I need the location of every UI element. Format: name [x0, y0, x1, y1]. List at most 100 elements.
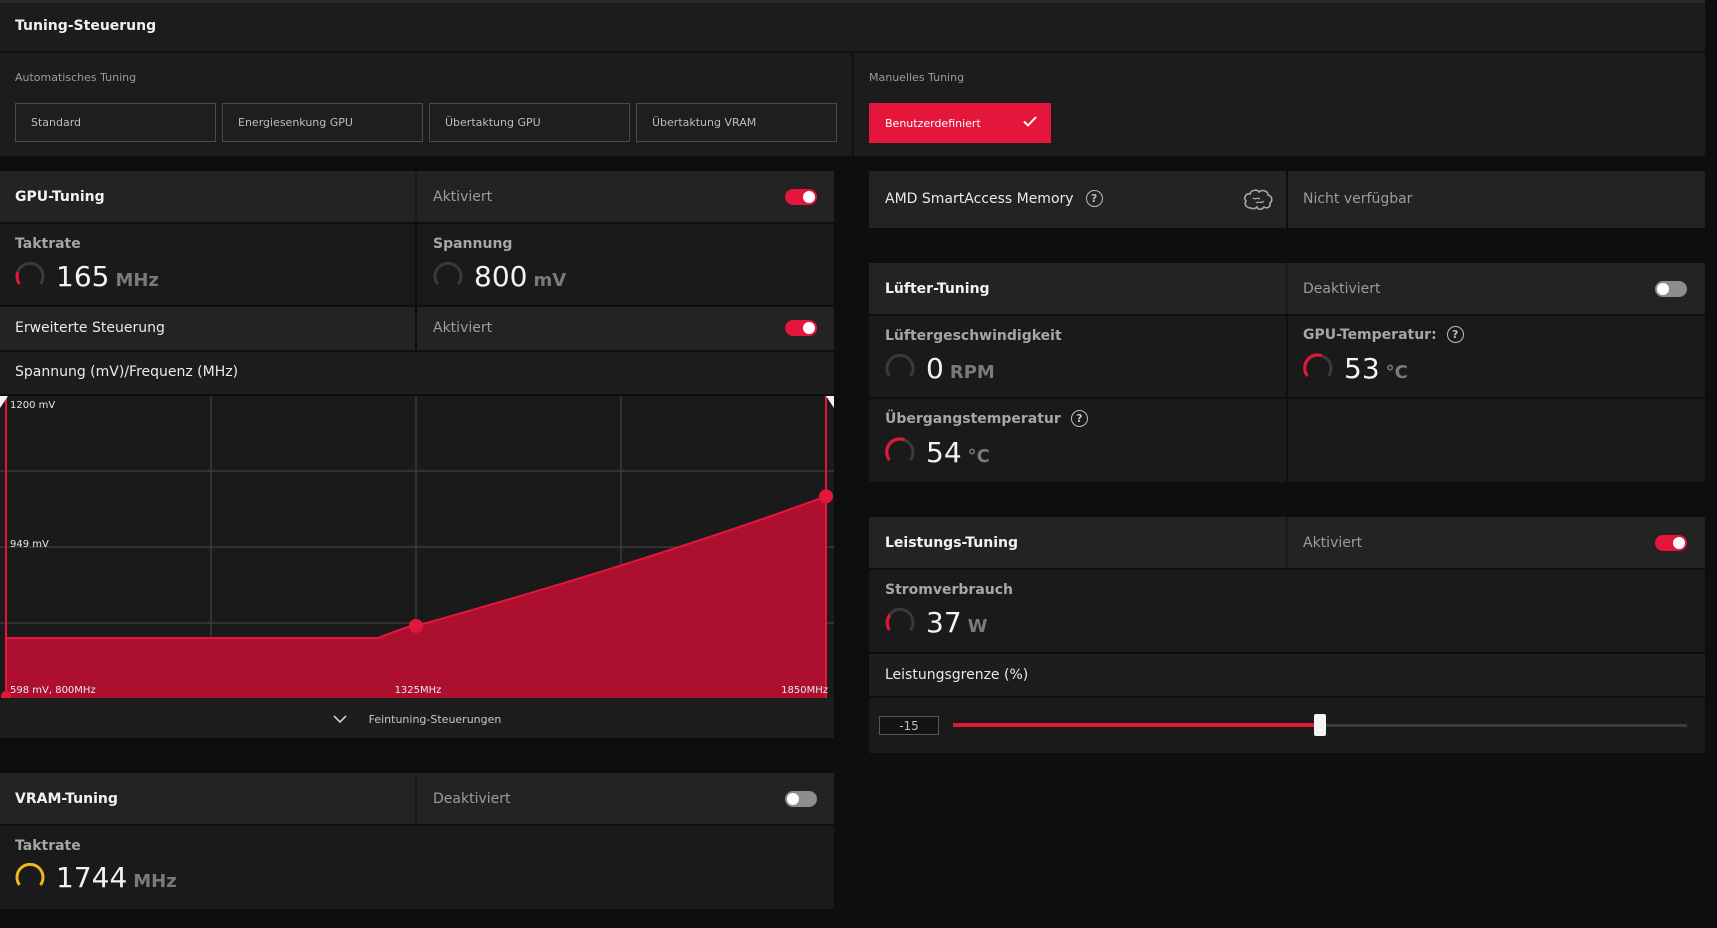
gpu-tuning-status: Aktiviert: [433, 189, 493, 205]
fan-speed-gauge-icon: [884, 352, 916, 388]
preset-power-saving-button[interactable]: Energiesenkung GPU: [222, 103, 423, 142]
tuning-control-title: Tuning-Steuerung: [15, 18, 157, 34]
gpu-voltage-label: Spannung: [433, 236, 513, 252]
custom-tuning-label: Benutzerdefiniert: [885, 116, 981, 130]
power-tuning-title: Leistungs-Tuning: [885, 535, 1019, 551]
tuning-divider: [0, 51, 1705, 53]
fan-speed-value: 0: [926, 352, 944, 385]
power-draw-value: 37: [926, 606, 962, 639]
advanced-control-label: Erweiterte Steuerung: [15, 320, 165, 336]
fan-tuning-status: Deaktiviert: [1303, 281, 1381, 297]
vram-tuning-status: Deaktiviert: [433, 791, 511, 807]
junction-temp-unit: °C: [967, 446, 990, 467]
gpu-tuning-status-cell: [417, 171, 834, 222]
gpu-temp-gauge-icon: [1302, 352, 1334, 388]
vf-curve-line: [6, 495, 827, 639]
fan-tuning-title: Lüfter-Tuning: [885, 281, 990, 297]
divider: [869, 397, 1705, 399]
power-limit-input[interactable]: -15: [879, 716, 939, 735]
curve-point-2[interactable]: [819, 489, 833, 504]
divider: [415, 222, 417, 350]
origin-label: 598 mV, 800MHz: [10, 685, 96, 696]
vram-tuning-toggle[interactable]: [785, 791, 817, 807]
power-draw-label: Stromverbrauch: [885, 582, 1014, 598]
vram-clock-label: Taktrate: [15, 838, 81, 854]
advanced-control-row: [0, 307, 415, 350]
vram-tuning-title: VRAM-Tuning: [15, 791, 118, 807]
vf-curve-area: [6, 496, 826, 698]
gpu-clock-gauge-icon: [14, 260, 46, 296]
preset-standard-button[interactable]: Standard: [15, 103, 216, 142]
vram-clock-unit: MHz: [133, 871, 177, 892]
preset-overclock-gpu-button[interactable]: Übertaktung GPU: [429, 103, 630, 142]
vram-tuning-status-cell: [417, 773, 834, 824]
divider: [869, 696, 1705, 698]
gpu-temp-unit: °C: [1385, 362, 1408, 383]
divider: [0, 222, 834, 224]
fan-speed-unit: RPM: [949, 362, 995, 383]
power-draw-unit: W: [967, 616, 988, 637]
y-label-mid: 949 mV: [10, 539, 49, 550]
divider: [869, 652, 1705, 654]
fan-tuning-header: [869, 263, 1286, 314]
junction-temp-gauge-icon: [884, 436, 916, 472]
power-limit-slider-fill: [953, 723, 1320, 727]
tuning-vertical-divider: [852, 53, 854, 156]
smart-access-memory-status: Nicht verfügbar: [1303, 191, 1413, 207]
vf-curve-label: Spannung (mV)/Frequenz (MHz): [15, 364, 239, 380]
fine-tune-controls-toggle[interactable]: Feintuning-Steuerungen: [0, 700, 834, 738]
y-label-top: 1200 mV: [10, 400, 55, 411]
gpu-voltage-gauge-icon: [432, 260, 464, 296]
gpu-voltage-unit: mV: [533, 270, 567, 291]
x-label-mid: 1325MHz: [395, 685, 442, 696]
power-tuning-toggle[interactable]: [1655, 535, 1687, 551]
help-icon[interactable]: ?: [1070, 410, 1088, 427]
gpu-clock-value: 165: [56, 260, 110, 293]
fan-speed-label: Lüftergeschwindigkeit: [885, 328, 1062, 344]
smart-access-memory-status-cell: [1288, 171, 1705, 228]
custom-tuning-button[interactable]: Benutzerdefiniert: [869, 103, 1051, 143]
smart-access-memory-title: AMD SmartAccess Memory: [885, 190, 1074, 207]
x-label-max: 1850MHz: [781, 685, 828, 696]
chart-left-handle[interactable]: [0, 396, 8, 408]
chevron-down-icon: [333, 714, 347, 724]
gpu-voltage-value: 800: [474, 260, 528, 293]
divider: [0, 350, 834, 352]
power-limit-slider-thumb[interactable]: [1314, 714, 1326, 736]
manual-tuning-label: Manuelles Tuning: [869, 71, 965, 84]
preset-overclock-vram-button[interactable]: Übertaktung VRAM: [636, 103, 837, 142]
gpu-temp-value: 53: [1344, 352, 1380, 385]
gpu-tuning-header: [0, 171, 415, 222]
vram-tuning-header: [0, 773, 415, 824]
advanced-control-status: Aktiviert: [433, 320, 493, 336]
junction-temp-value: 54: [926, 436, 962, 469]
power-tuning-status: Aktiviert: [1303, 535, 1363, 551]
advanced-control-toggle[interactable]: [785, 320, 817, 336]
fine-tune-label: Feintuning-Steuerungen: [368, 712, 502, 726]
help-icon[interactable]: ?: [1446, 326, 1464, 343]
vf-curve-chart[interactable]: 1200 mV 949 mV 598 mV, 800MHz 1325MHz 18…: [0, 396, 834, 701]
power-tuning-status-cell: [1288, 517, 1705, 568]
help-icon[interactable]: ?: [1085, 190, 1103, 207]
gpu-clock-unit: MHz: [115, 270, 159, 291]
divider: [0, 394, 834, 396]
divider: [0, 824, 834, 826]
power-limit-header: [869, 654, 1705, 696]
chart-right-handle[interactable]: [826, 396, 834, 408]
gpu-clock-label: Taktrate: [15, 236, 81, 252]
vf-curve-header: [0, 352, 834, 394]
gpu-tuning-toggle[interactable]: [785, 189, 817, 205]
vram-clock-gauge-icon: [14, 861, 46, 897]
auto-tuning-label: Automatisches Tuning: [15, 71, 137, 84]
curve-point-1[interactable]: [409, 619, 423, 633]
power-tuning-header: [869, 517, 1286, 568]
junction-temp-label: Übergangstemperatur: [885, 410, 1061, 427]
brain-icon: [1243, 188, 1273, 216]
gpu-tuning-title: GPU-Tuning: [15, 189, 105, 205]
fan-tuning-toggle[interactable]: [1655, 281, 1687, 297]
gpu-temp-label: GPU-Temperatur:: [1303, 326, 1437, 343]
divider: [869, 568, 1705, 570]
vram-clock-value: 1744: [56, 861, 128, 894]
advanced-control-status-cell: [417, 307, 834, 350]
checkmark-icon: [1023, 116, 1037, 130]
